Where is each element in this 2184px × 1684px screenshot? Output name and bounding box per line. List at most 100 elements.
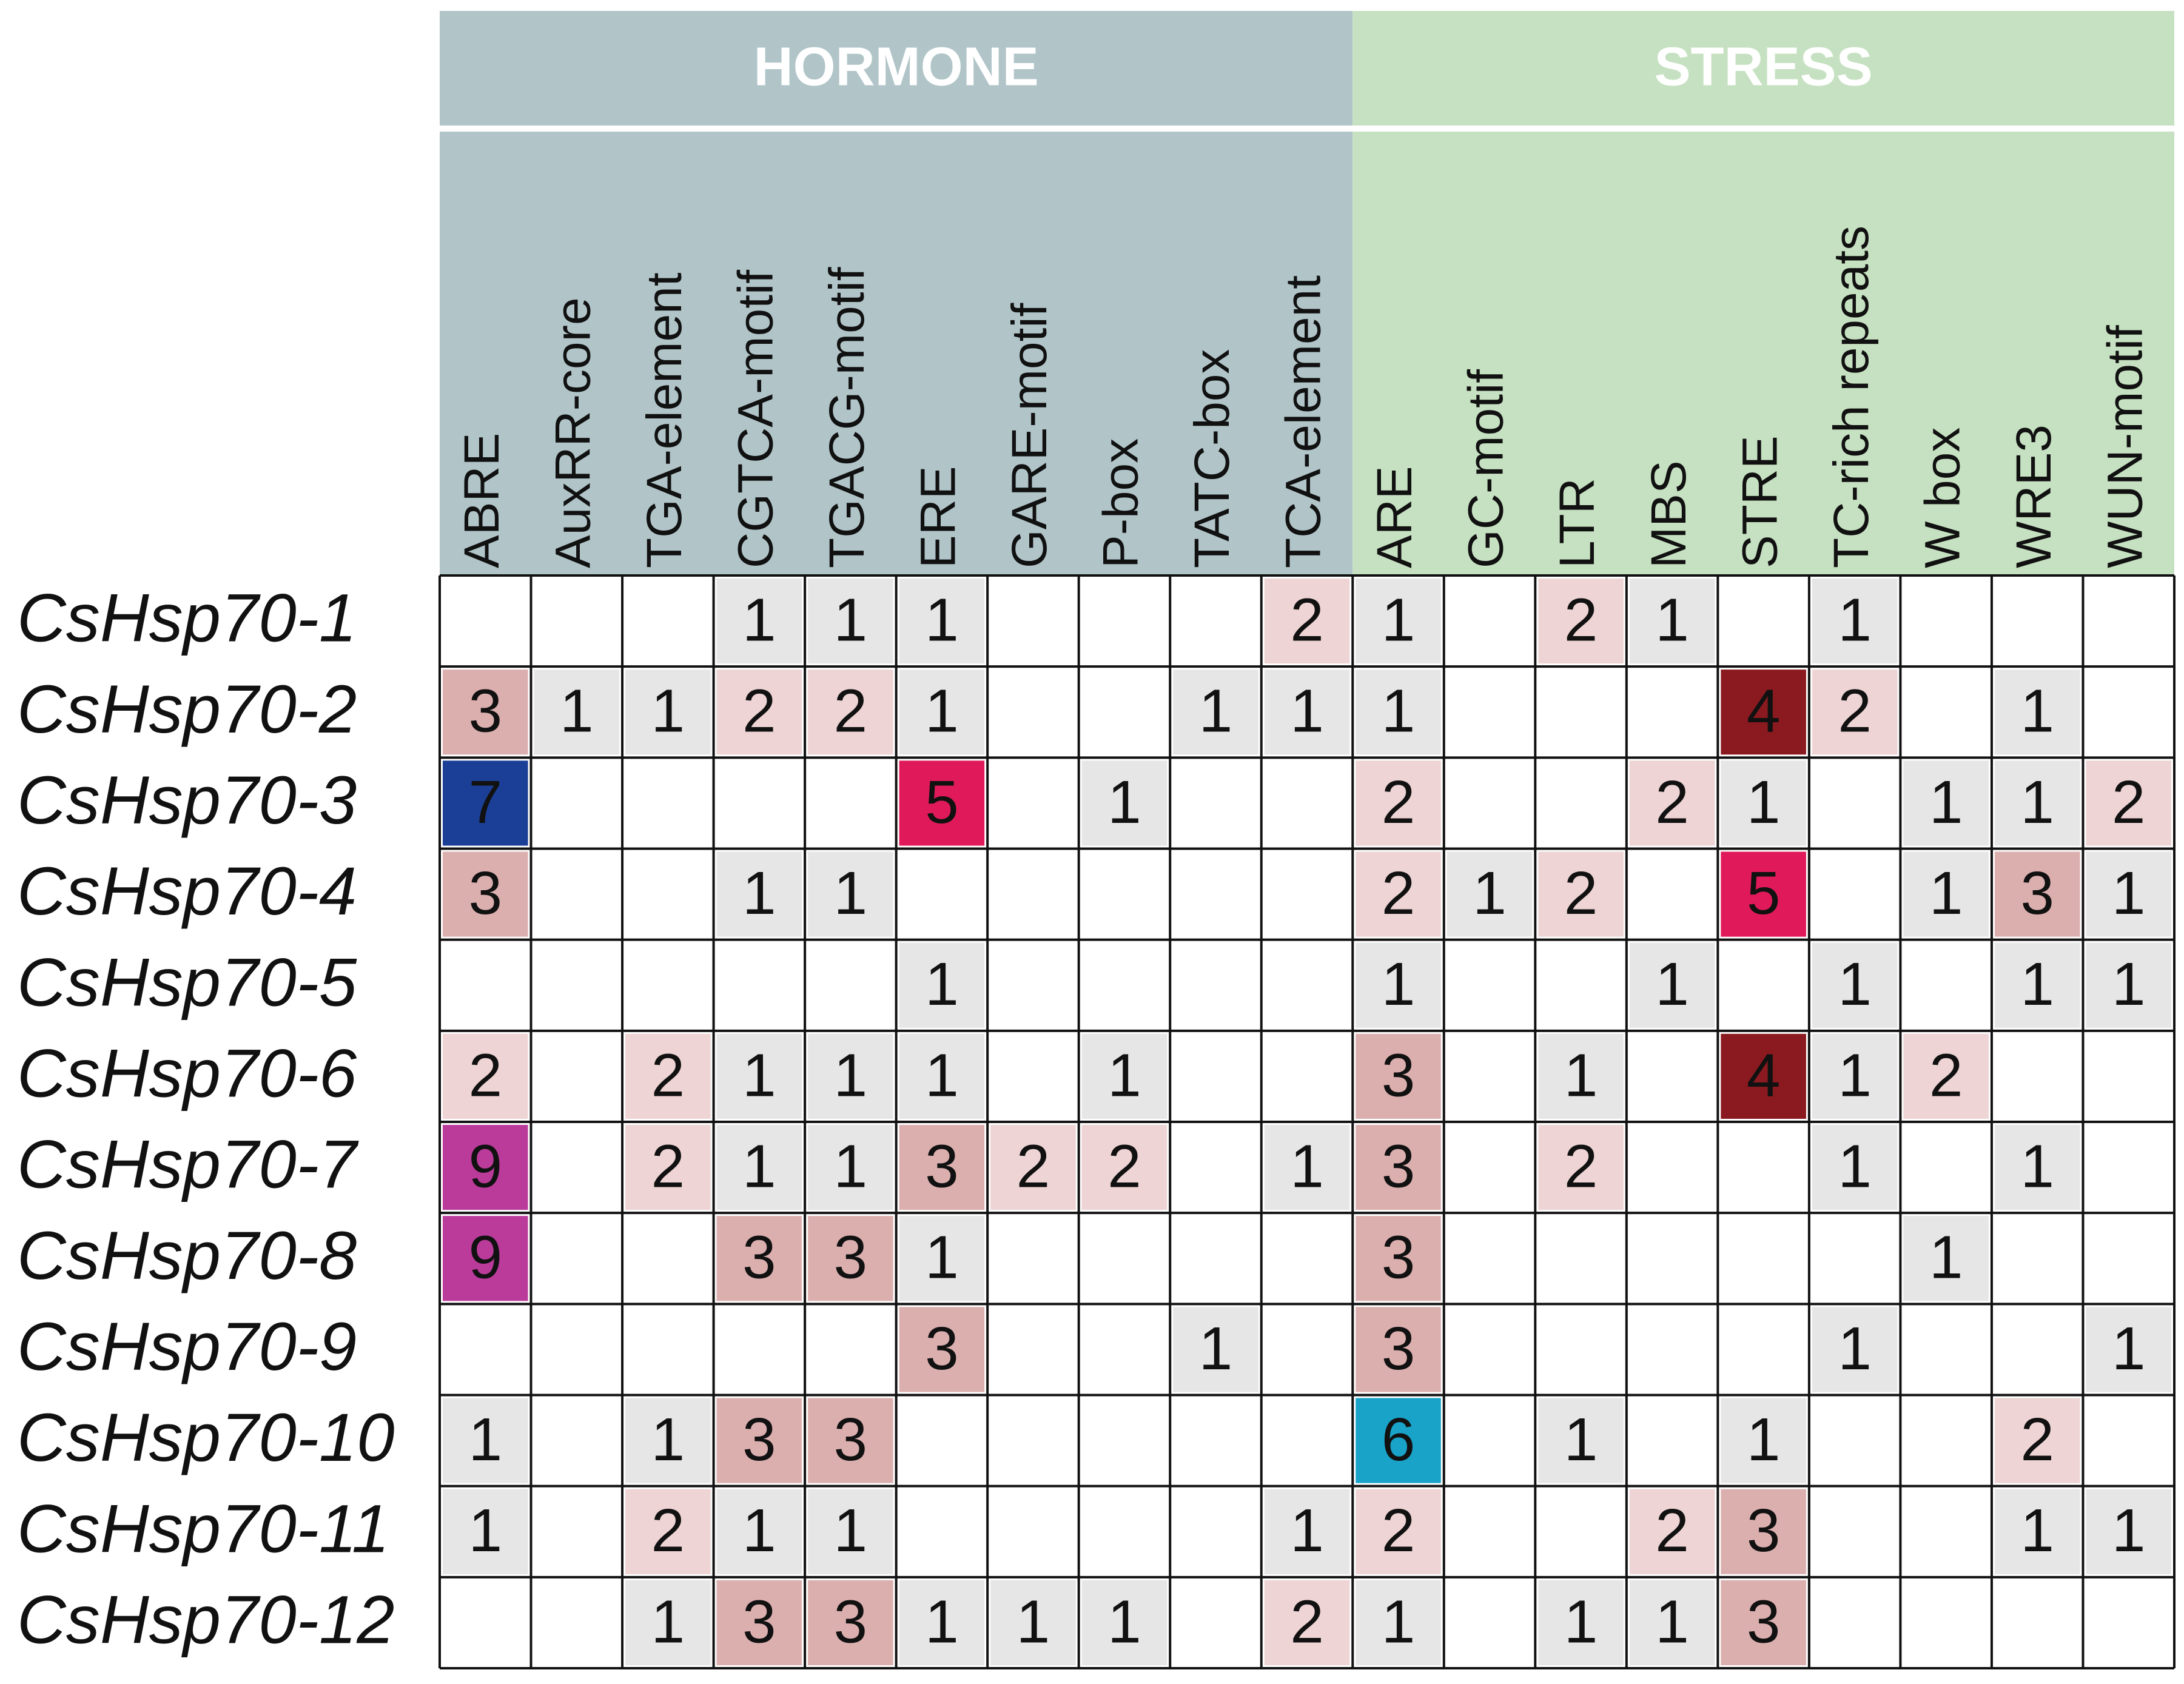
cell xyxy=(716,1125,802,1210)
cell-value: 1 xyxy=(2112,950,2146,1018)
column-label: MBS xyxy=(1641,460,1696,568)
cell xyxy=(1812,1307,1898,1392)
column-label: WRE3 xyxy=(2006,424,2061,568)
column-label: GARE-motif xyxy=(1002,303,1057,568)
cell xyxy=(716,1033,802,1119)
cell-value: 1 xyxy=(1564,1588,1598,1655)
group-background xyxy=(440,11,1353,575)
cell-value: 1 xyxy=(925,677,959,745)
cell xyxy=(1812,579,1898,664)
row-label: CsHsp70-12 xyxy=(17,1582,395,1657)
cell xyxy=(1081,1033,1168,1119)
cell xyxy=(625,1125,711,1210)
cell xyxy=(1538,1033,1624,1119)
cell-value: 1 xyxy=(1655,586,1689,654)
cell-value: 2 xyxy=(1290,1588,1324,1655)
cell-value: 3 xyxy=(1382,1041,1416,1109)
cell-value: 9 xyxy=(468,1133,502,1201)
cell xyxy=(1081,760,1168,846)
cell-value: 2 xyxy=(1655,768,1689,836)
column-label: TCA-element xyxy=(1276,275,1331,568)
cell-value: 1 xyxy=(2020,768,2054,836)
cell xyxy=(1812,942,1898,1028)
cell-value: 1 xyxy=(1290,677,1324,745)
cell-value: 2 xyxy=(1564,1133,1598,1201)
cell xyxy=(443,1125,528,1210)
group-title: HORMONE xyxy=(754,36,1039,97)
cell xyxy=(625,1033,711,1119)
column-label: TGACG-motif xyxy=(819,267,875,568)
cell xyxy=(534,669,620,755)
cell-value: 3 xyxy=(925,1315,959,1383)
cell xyxy=(1629,1580,1715,1665)
cell xyxy=(808,1398,893,1483)
group-divider xyxy=(440,126,2174,132)
column-label: WUN-motif xyxy=(2097,325,2152,568)
cell-value: 1 xyxy=(742,1041,776,1109)
cell-value: 3 xyxy=(468,677,502,745)
cell-value: 1 xyxy=(1655,950,1689,1018)
cell xyxy=(1721,1033,1806,1119)
cell-value: 3 xyxy=(1382,1224,1416,1292)
cell xyxy=(716,1489,802,1574)
cell xyxy=(990,1125,1076,1210)
cell xyxy=(716,1216,802,1301)
cell-value: 2 xyxy=(1107,1133,1141,1201)
cell xyxy=(1356,1398,1441,1483)
cell xyxy=(1721,1489,1806,1574)
cell-value: 1 xyxy=(742,1133,776,1201)
cell xyxy=(1629,1489,1715,1574)
cell-value: 7 xyxy=(468,768,502,836)
cell xyxy=(1081,1580,1168,1665)
cell xyxy=(899,760,985,846)
cell-value: 1 xyxy=(1199,1315,1233,1383)
cell-value: 6 xyxy=(1382,1406,1416,1474)
column-label: LTR xyxy=(1550,478,1605,568)
cell-value: 3 xyxy=(834,1224,868,1292)
cell-value: 1 xyxy=(1382,677,1416,745)
cell xyxy=(1721,851,1806,937)
cell xyxy=(1081,1125,1168,1210)
cell xyxy=(1994,1125,2080,1210)
cell-value: 5 xyxy=(925,768,959,836)
cell-value: 1 xyxy=(1838,1315,1872,1383)
cell xyxy=(1721,1398,1806,1483)
cell-value: 1 xyxy=(1107,1588,1141,1655)
cell-value: 1 xyxy=(1199,677,1233,745)
cell-value: 3 xyxy=(1747,1588,1781,1655)
column-label: CGTCA-motif xyxy=(728,270,783,568)
cell-value: 2 xyxy=(1382,1497,1416,1565)
cell-value: 1 xyxy=(1564,1406,1598,1474)
cell xyxy=(1356,1489,1441,1574)
cell xyxy=(1538,851,1624,937)
cell xyxy=(625,1398,711,1483)
cell xyxy=(899,1307,985,1392)
group-background xyxy=(1352,11,2174,575)
cell xyxy=(899,1580,985,1665)
cell xyxy=(808,669,893,755)
cell xyxy=(443,1489,528,1574)
cell xyxy=(1721,760,1806,846)
cell xyxy=(1903,1033,1989,1119)
cell-value: 2 xyxy=(1838,677,1872,745)
cell-value: 4 xyxy=(1747,677,1781,745)
row-label: CsHsp70-10 xyxy=(17,1400,395,1475)
cell-value: 2 xyxy=(1564,586,1598,654)
cell-value: 2 xyxy=(1382,859,1416,927)
cell-value: 1 xyxy=(1107,768,1141,836)
column-label: AuxRR-core xyxy=(545,297,600,568)
cell-value: 9 xyxy=(468,1224,502,1292)
cell xyxy=(808,1580,893,1665)
cell xyxy=(716,1580,802,1665)
cell xyxy=(1629,579,1715,664)
column-label: P-box xyxy=(1094,438,1149,568)
cell xyxy=(1812,1125,1898,1210)
cell-value: 1 xyxy=(834,859,868,927)
cell-value: 4 xyxy=(1747,1041,1781,1109)
cell xyxy=(2086,942,2171,1028)
cell-value: 2 xyxy=(1016,1133,1050,1201)
cell-value: 2 xyxy=(651,1041,685,1109)
cell xyxy=(1629,942,1715,1028)
cell xyxy=(1173,669,1258,755)
cell-value: 1 xyxy=(2020,1497,2054,1565)
